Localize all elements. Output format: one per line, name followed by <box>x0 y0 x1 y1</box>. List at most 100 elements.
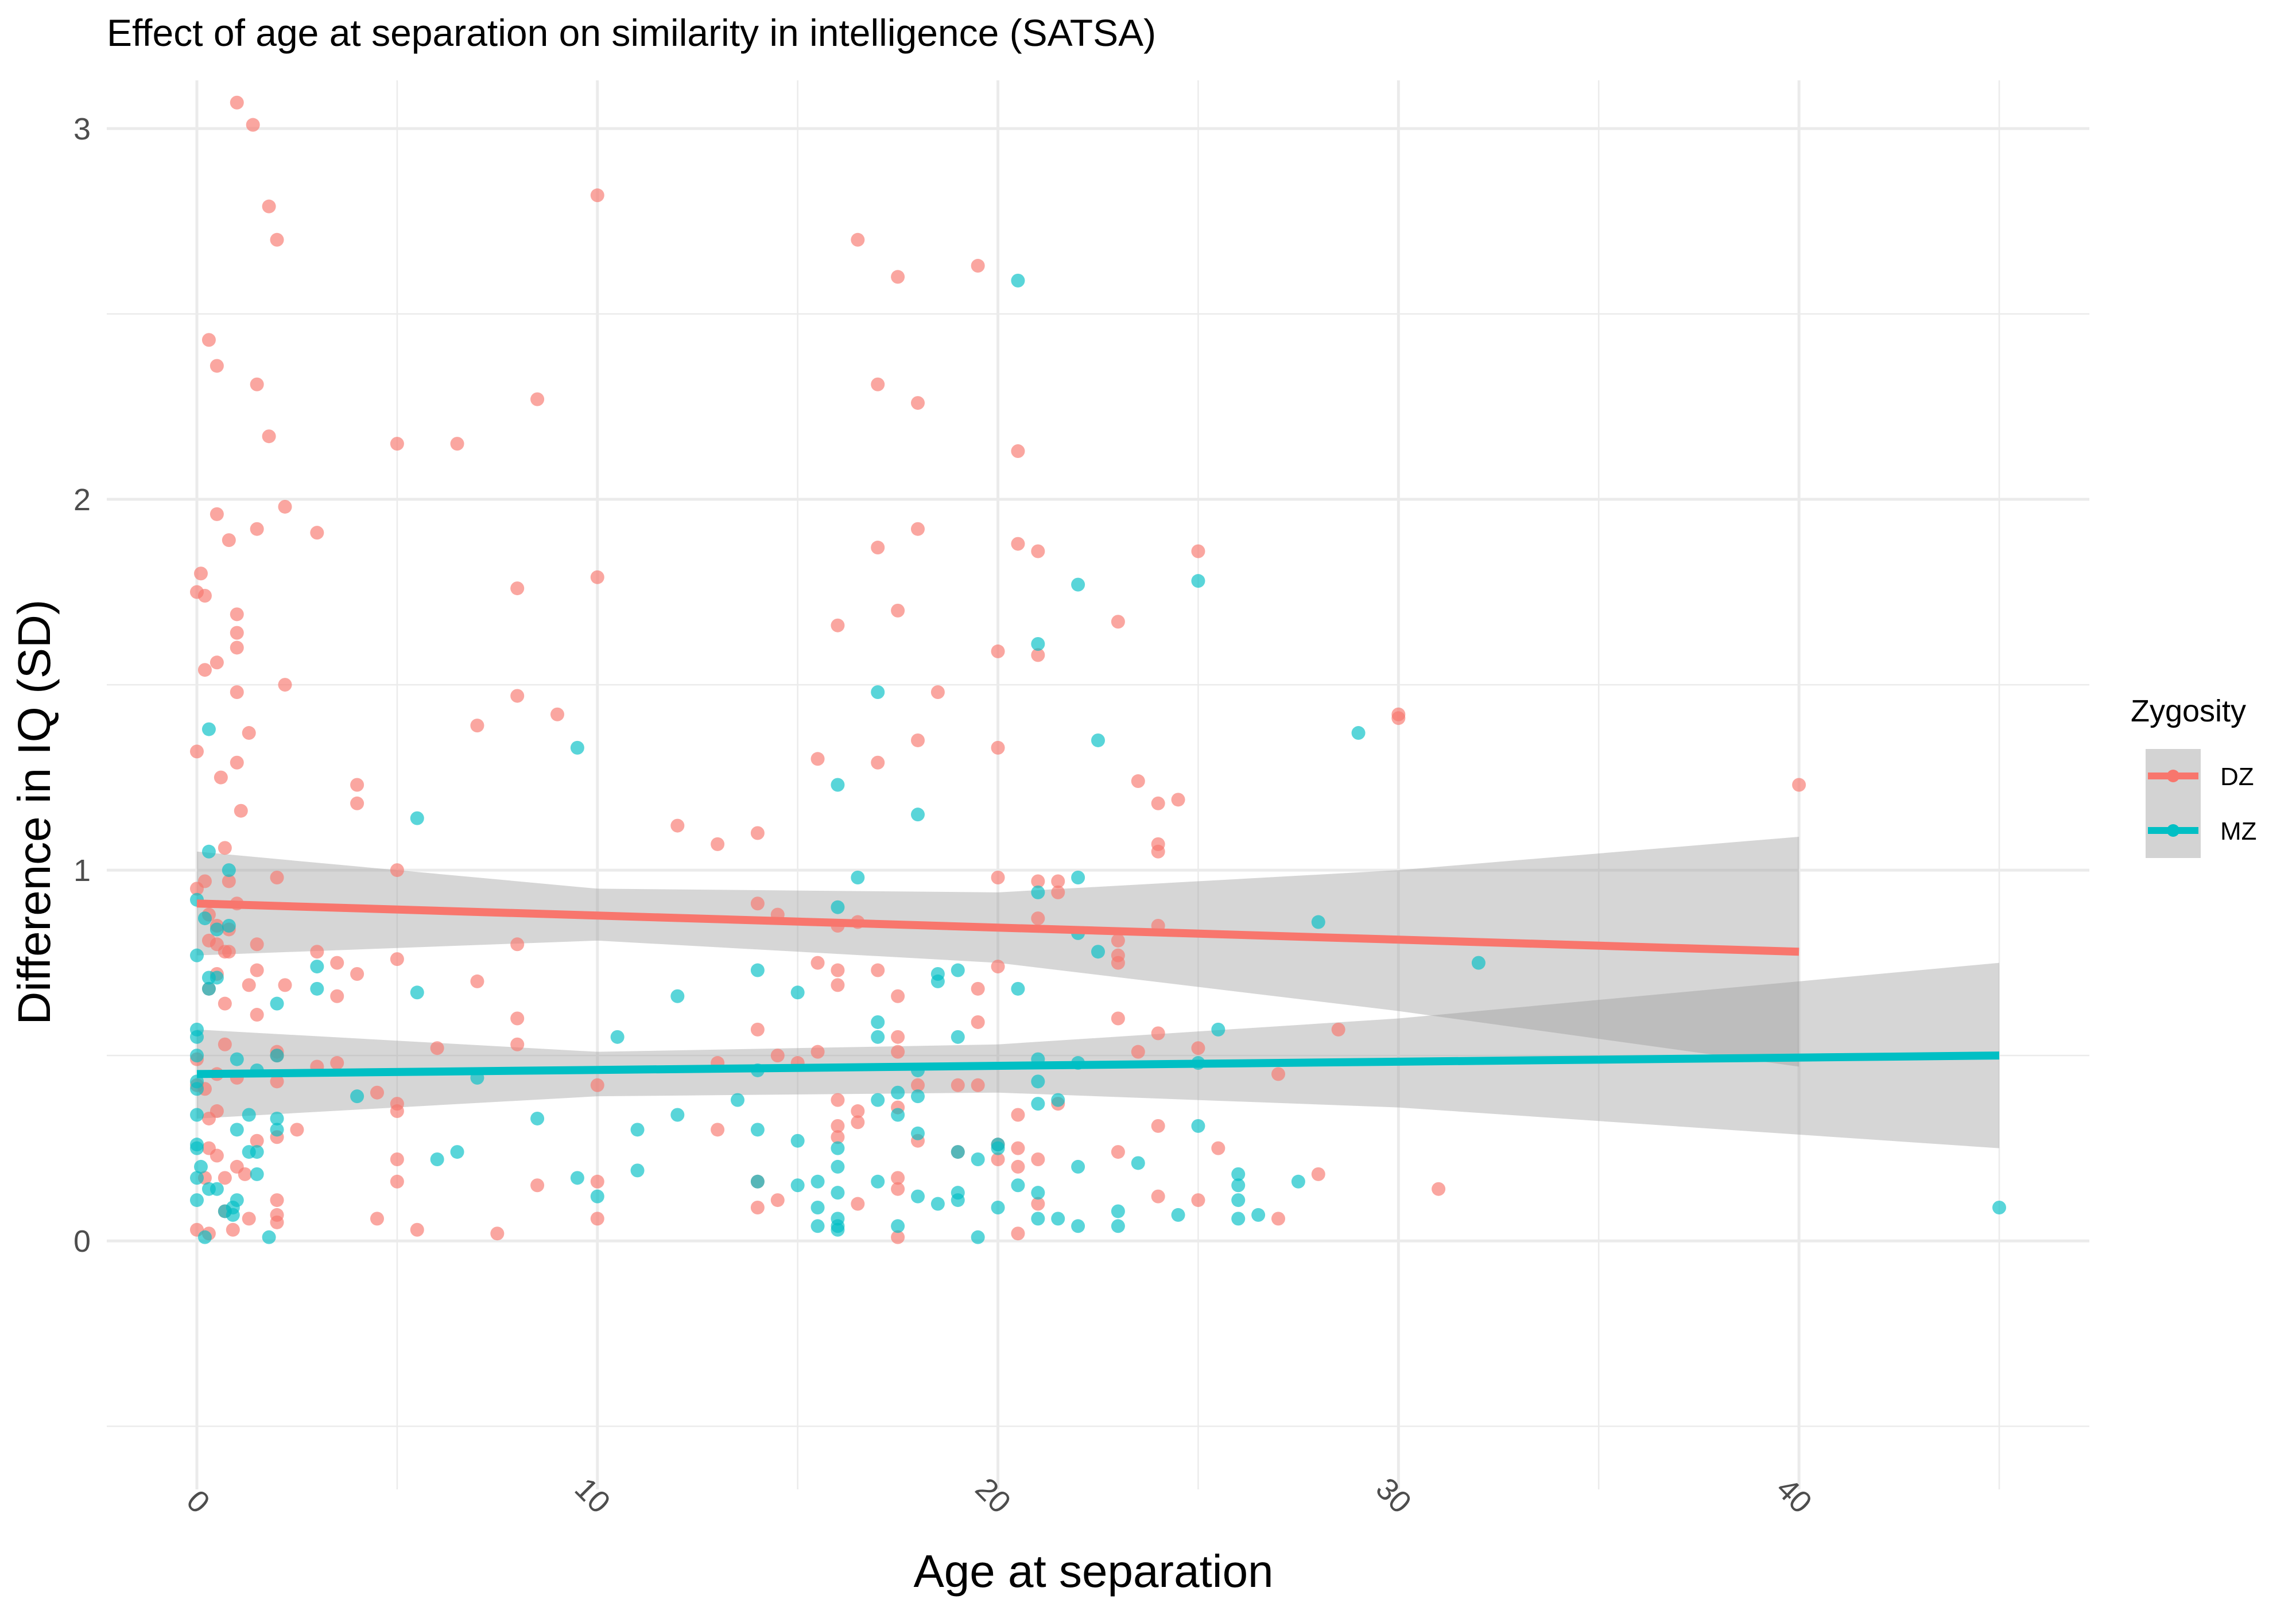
data-point-dz <box>242 1212 256 1226</box>
data-point-mz <box>250 1167 264 1181</box>
data-point-mz <box>831 900 845 914</box>
data-point-dz <box>971 981 985 996</box>
data-point-dz <box>230 95 244 110</box>
data-point-dz <box>1011 1108 1025 1122</box>
data-point-dz <box>330 956 344 970</box>
data-point-dz <box>310 526 324 540</box>
data-point-mz <box>1071 1219 1085 1233</box>
data-point-dz <box>831 963 845 977</box>
legend-title: Zygosity <box>2131 694 2246 728</box>
data-point-mz <box>630 1163 645 1178</box>
data-point-mz <box>750 1174 765 1189</box>
data-point-mz <box>190 1108 204 1122</box>
data-point-dz <box>891 1182 905 1196</box>
data-point-mz <box>1071 871 1085 885</box>
data-point-dz <box>1191 544 1205 558</box>
data-point-dz <box>490 1226 505 1241</box>
data-point-dz <box>530 1178 545 1193</box>
data-point-dz <box>1051 885 1065 899</box>
data-point-dz <box>230 755 244 770</box>
data-point-dz <box>278 978 292 992</box>
data-point-dz <box>991 740 1005 755</box>
y-tick-label: 3 <box>73 112 91 146</box>
data-point-dz <box>1151 844 1165 859</box>
data-point-dz <box>222 874 236 888</box>
x-tick-label: 30 <box>1369 1472 1418 1520</box>
data-point-mz <box>670 1108 685 1122</box>
confidence-band-dz <box>197 836 1799 1067</box>
data-point-dz <box>197 589 212 603</box>
data-point-dz <box>590 1174 604 1189</box>
data-point-dz <box>1031 648 1045 662</box>
data-point-dz <box>262 429 276 444</box>
data-point-dz <box>1011 1226 1025 1241</box>
data-point-mz <box>871 1030 885 1044</box>
data-point-dz <box>590 188 604 203</box>
data-point-dz <box>201 1111 216 1125</box>
legend: Zygosity DZ MZ <box>2131 694 2257 858</box>
data-point-dz <box>430 1041 444 1055</box>
data-point-dz <box>218 841 232 855</box>
data-point-dz <box>1011 444 1025 459</box>
data-point-mz <box>1231 1212 1246 1226</box>
data-point-dz <box>711 837 725 851</box>
data-point-mz <box>197 911 212 926</box>
data-point-dz <box>951 1078 965 1092</box>
data-point-mz <box>1031 1186 1045 1200</box>
data-point-dz <box>390 1174 404 1189</box>
data-point-dz <box>370 1085 384 1100</box>
fit-line-mz <box>196 1051 2000 1078</box>
fit-line-dz <box>196 899 1799 956</box>
data-point-mz <box>930 1197 945 1211</box>
data-point-dz <box>250 963 264 977</box>
data-point-dz <box>971 1015 985 1029</box>
data-point-mz <box>810 1219 825 1233</box>
x-axis-ticks: 0 10 20 30 40 <box>180 1472 1818 1520</box>
data-point-dz <box>1391 711 1406 725</box>
confidence-bands <box>197 836 1999 1148</box>
data-point-dz <box>851 1197 865 1211</box>
data-point-mz <box>911 808 925 822</box>
data-point-dz <box>1271 1212 1285 1226</box>
data-point-mz <box>951 963 965 977</box>
data-point-dz <box>1111 1145 1125 1159</box>
data-point-dz <box>991 1152 1005 1167</box>
data-point-dz <box>242 978 256 992</box>
data-point-mz <box>1111 1204 1125 1218</box>
data-point-dz <box>711 1123 725 1137</box>
data-point-dz <box>218 1171 232 1185</box>
data-point-mz <box>871 685 885 699</box>
data-point-dz <box>450 437 464 451</box>
data-point-mz <box>1351 726 1366 740</box>
data-point-mz <box>891 1219 905 1233</box>
data-point-dz <box>350 778 364 792</box>
data-point-mz <box>570 1171 584 1185</box>
data-point-dz <box>470 974 484 988</box>
data-point-dz <box>193 566 208 581</box>
data-point-mz <box>1191 1119 1205 1133</box>
x-tick-label: 0 <box>180 1484 216 1520</box>
data-point-dz <box>1151 1189 1165 1204</box>
data-point-dz <box>1792 778 1806 792</box>
data-point-dz <box>270 232 284 247</box>
data-point-dz <box>210 507 224 521</box>
data-point-mz <box>1051 1093 1065 1107</box>
data-point-mz <box>1211 1022 1225 1037</box>
data-point-dz <box>810 956 825 970</box>
data-point-mz <box>230 1052 244 1066</box>
data-point-dz <box>270 1193 284 1208</box>
data-point-dz <box>278 678 292 692</box>
data-point-mz <box>1031 1097 1045 1111</box>
data-point-mz <box>911 1189 925 1204</box>
data-point-mz <box>1111 1219 1125 1233</box>
fit-lines <box>196 899 2000 1078</box>
data-point-mz <box>971 1152 985 1167</box>
data-point-dz <box>851 1115 865 1129</box>
data-point-mz <box>1031 637 1045 651</box>
data-point-dz <box>971 259 985 273</box>
data-point-dz <box>390 1152 404 1167</box>
data-point-dz <box>930 685 945 699</box>
data-point-dz <box>891 1045 905 1059</box>
y-axis-title: Difference in IQ (SD) <box>9 600 60 1025</box>
